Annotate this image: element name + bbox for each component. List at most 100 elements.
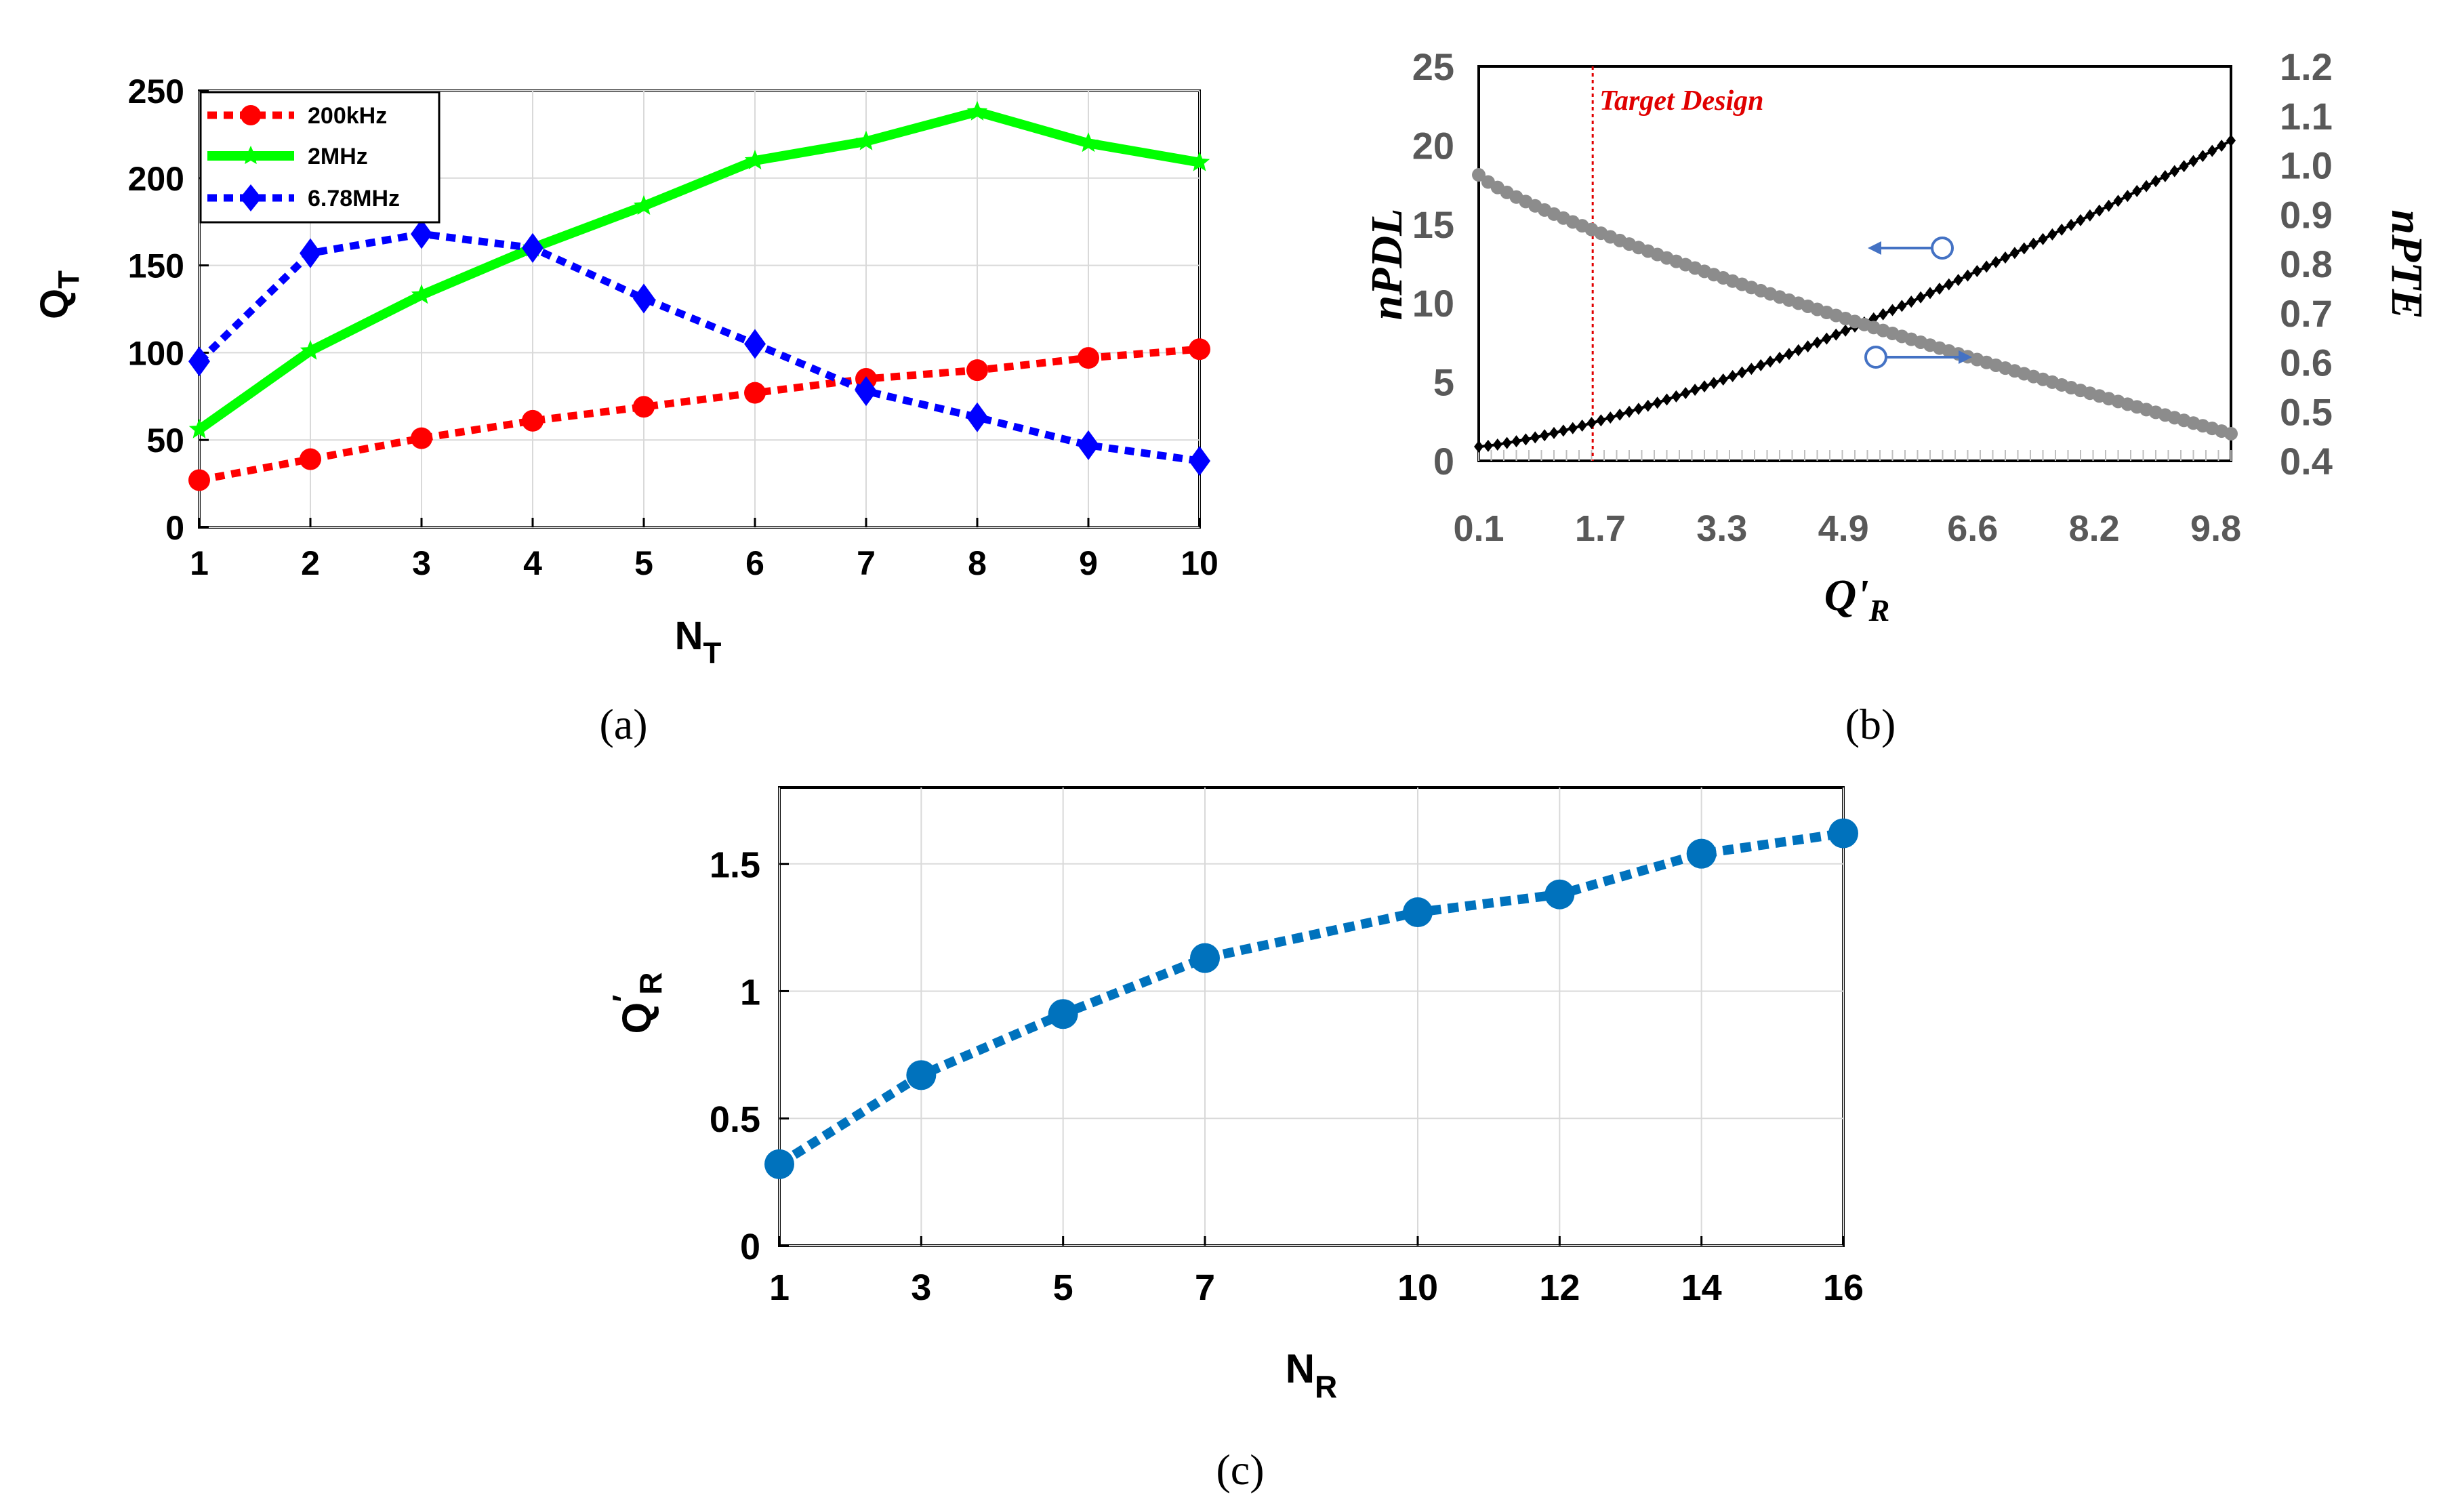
chart-b-point [2009,247,2020,260]
chart-a-point [966,402,988,432]
chart-a-point [1078,347,1099,369]
chart-a-xtick-label: 5 [634,544,653,582]
chart-b-point [1822,332,1832,345]
chart-b-point [2217,140,2227,152]
chart-a-ylabel-main: Q [33,289,77,319]
chart-b-xtick-label: 1.7 [1575,508,1626,549]
chart-b-ytick-left-label: 25 [1412,45,1454,88]
chart-a-series-line [197,230,1200,465]
chart-b-point [1549,426,1559,439]
chart-b-ytick-right-label: 0.5 [2280,390,2333,433]
chart-b-point [1784,348,1794,361]
chart-c-point [1686,838,1717,869]
chart-b-point [2123,190,2133,203]
chart-b-point [1737,366,1747,379]
chart-b-point [1934,283,1944,295]
chart-a-point [633,396,655,418]
chart-b-point [1718,373,1728,386]
chart-b-point [2132,184,2142,197]
chart-b-point [1662,393,1672,406]
chart-b-point [1690,384,1700,396]
chart-a-point [1078,132,1099,152]
chart-a-ytick-label: 250 [128,73,184,110]
chart-a-xtick-label: 8 [968,544,987,582]
chart-b-point [2169,165,2179,178]
chart-b-point [1793,344,1803,356]
chart-a-point [522,409,544,432]
legend-marker-2mhz [241,146,261,165]
chart-b-point [1681,387,1691,400]
chart-b-point [1558,424,1568,437]
chart-c-series [764,818,1858,1179]
chart-b-series [1472,134,2238,453]
chart-a-point [1189,151,1210,171]
chart-b-ytick-left-label: 15 [1412,203,1454,246]
chart-b-point [1887,304,1898,316]
panel-label-a: (a) [599,700,647,748]
chart-b-ytick-left-label: 20 [1412,124,1454,167]
chart-b-point [1521,433,1531,446]
chart-b-point [1624,405,1634,418]
chart-b-point [1775,351,1784,364]
chart-a-point [300,448,321,470]
chart-b-xlabel-main: Q' [1824,571,1869,620]
left-arrow-icon [1868,241,1881,255]
chart-c-xtick-label: 12 [1539,1267,1580,1308]
chart-b-point [1615,408,1625,421]
chart-b-xtick-label: 0.1 [1453,508,1504,549]
chart-c-axes-box [778,786,1845,1247]
chart-b-point [1841,324,1851,337]
chart-b-ylabel-right: nPTE [2382,209,2432,319]
chart-b-ytick-right-label: 0.9 [2280,193,2333,236]
chart-c-xlabel-sub: R [1315,1369,1337,1404]
chart-b-point [2151,175,2160,188]
chart-c-xtick-label: 3 [911,1267,931,1308]
chart-b-point [1944,278,1954,291]
chart-c-ytick-label: 1.5 [710,845,760,886]
chart-c-point [1190,943,1220,973]
chart-b-point [1897,300,1907,312]
chart-c-ytick-label: 1 [740,972,760,1013]
chart-b-point [1671,390,1681,403]
chart-a-legend: 200kHz 2MHz 6.78MHz [199,91,441,224]
chart-c-xtick-label: 16 [1823,1267,1864,1308]
chart-a-xtick-label: 4 [523,544,542,582]
chart-a-ytick-label: 50 [146,422,184,459]
chart-a-point [411,219,432,249]
legend-marker-678mhz [240,184,262,211]
chart-a-point [1189,446,1210,476]
chart-a-point [855,130,877,150]
chart-b-point [1831,328,1841,341]
chart-b-point [1568,422,1578,434]
chart-b-point [2142,180,2152,192]
chart-c-xtick-label: 1 [769,1267,790,1308]
chart-c-ylabel-sub: R [633,973,668,995]
chart-b-point [1511,435,1521,448]
chart-b-ytick-left-label: 10 [1412,282,1454,325]
chart-b-point [1906,295,1917,308]
chart-b-xtick-label: 9.8 [2190,508,2241,549]
chart-b-point [2226,134,2236,147]
chart-b-ytick-right-label: 1.0 [2280,144,2333,187]
chart-a-point [633,283,655,314]
chart-a-xtick-label: 3 [412,544,431,582]
chart-a-xtick-label: 9 [1079,544,1098,582]
chart-a-series [188,100,1210,491]
chart-a-point [1078,430,1099,460]
chart-b-point [2160,169,2170,182]
chart-b-point [1803,340,1813,353]
chart-b-point [2207,144,2217,157]
chart-a-point [855,376,877,407]
chart-c-xlabel-main: N [1286,1346,1315,1391]
chart-c-xtick-label: 7 [1195,1267,1215,1308]
chart-b-point [1596,414,1606,427]
chart-a-point [744,150,766,169]
chart-b-ylabel-left: nPDL [1362,209,1412,321]
chart-c-point [1828,818,1858,849]
chart-b-ytick-right-label: 1.2 [2280,45,2333,88]
chart-b-axis-arrows [1864,237,1972,369]
panel-label-b: (b) [1845,700,1896,748]
